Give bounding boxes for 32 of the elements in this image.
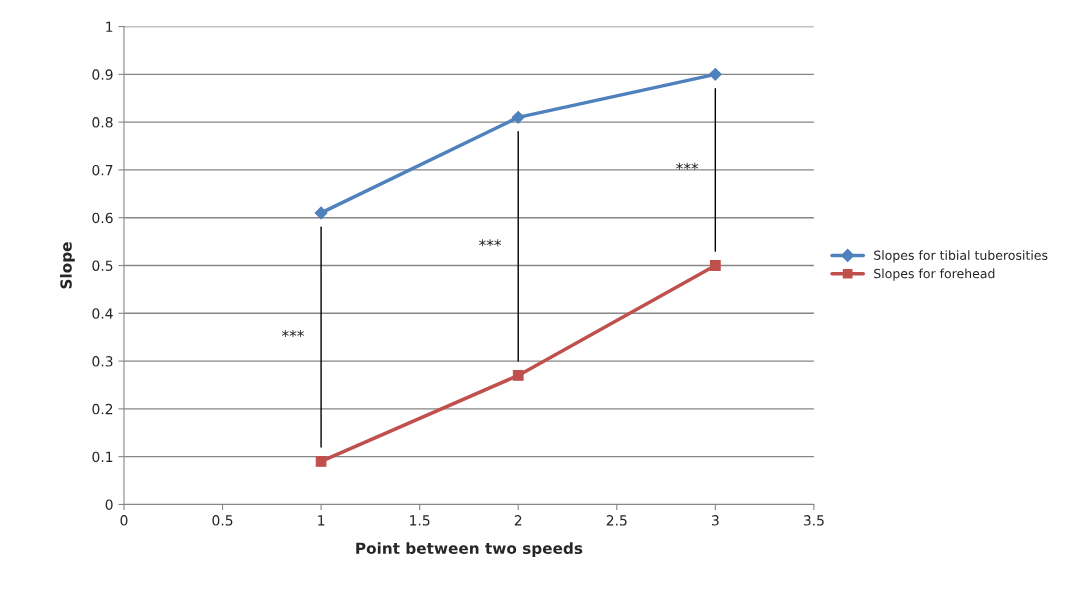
annotation: *** (676, 162, 699, 170)
annotation: *** (479, 239, 502, 247)
x-axis-title: Point between two speeds (356, 542, 583, 557)
y-tick-label: 0.4 (92, 308, 113, 319)
y-tick-label: 0.7 (92, 164, 113, 176)
point (709, 260, 721, 271)
point (315, 456, 327, 467)
y-axis-title: Slope (60, 242, 75, 289)
y-tick-label: 0 (105, 499, 113, 510)
point (708, 67, 722, 81)
point (314, 206, 328, 220)
y-tick-label: 0.2 (92, 403, 113, 415)
y-tick-label: 0.6 (92, 212, 113, 224)
point (512, 370, 524, 381)
x-tick-label: 3.5 (803, 515, 824, 526)
legend-label: Slopes for forehead (874, 268, 995, 281)
annotation: *** (281, 330, 304, 338)
legend-label: Slopes for tibial tuberosities (874, 250, 1048, 263)
x-tick-label: 0.5 (212, 515, 233, 526)
y-tick-label: 0.1 (92, 451, 113, 463)
y-tick-label: 0.5 (92, 260, 113, 271)
y-tick-label: 0.3 (92, 356, 113, 367)
x-tick-label: 0 (120, 515, 128, 526)
x-tick-label: 2.5 (606, 515, 627, 526)
x-tick-label: 2 (514, 515, 522, 526)
y-tick-label: 0.9 (92, 69, 113, 80)
y-tick-label: 1 (106, 21, 113, 32)
x-tick-label: 3 (711, 515, 719, 526)
y-tick-label: 0.8 (92, 117, 113, 128)
x-tick-label: 1.5 (410, 515, 430, 526)
x-tick-label: 1 (318, 515, 325, 526)
point (511, 110, 525, 124)
